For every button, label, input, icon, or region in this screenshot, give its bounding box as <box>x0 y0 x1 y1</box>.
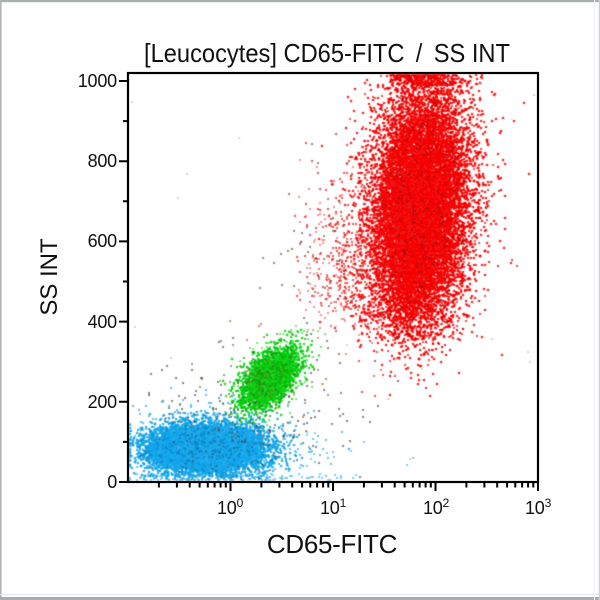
svg-text:400: 400 <box>88 312 118 332</box>
svg-text:SS INT: SS INT <box>36 238 63 316</box>
svg-text:0: 0 <box>107 472 117 492</box>
svg-text:[Leucocytes] CD65-FITC / SS: [Leucocytes] CD65-FITC / SS INT <box>144 38 510 68</box>
svg-text:800: 800 <box>88 151 118 171</box>
svg-text:1000: 1000 <box>78 71 117 91</box>
svg-text:200: 200 <box>88 392 118 412</box>
svg-text:600: 600 <box>88 231 118 251</box>
svg-text:CD65-FITC: CD65-FITC <box>267 529 397 559</box>
